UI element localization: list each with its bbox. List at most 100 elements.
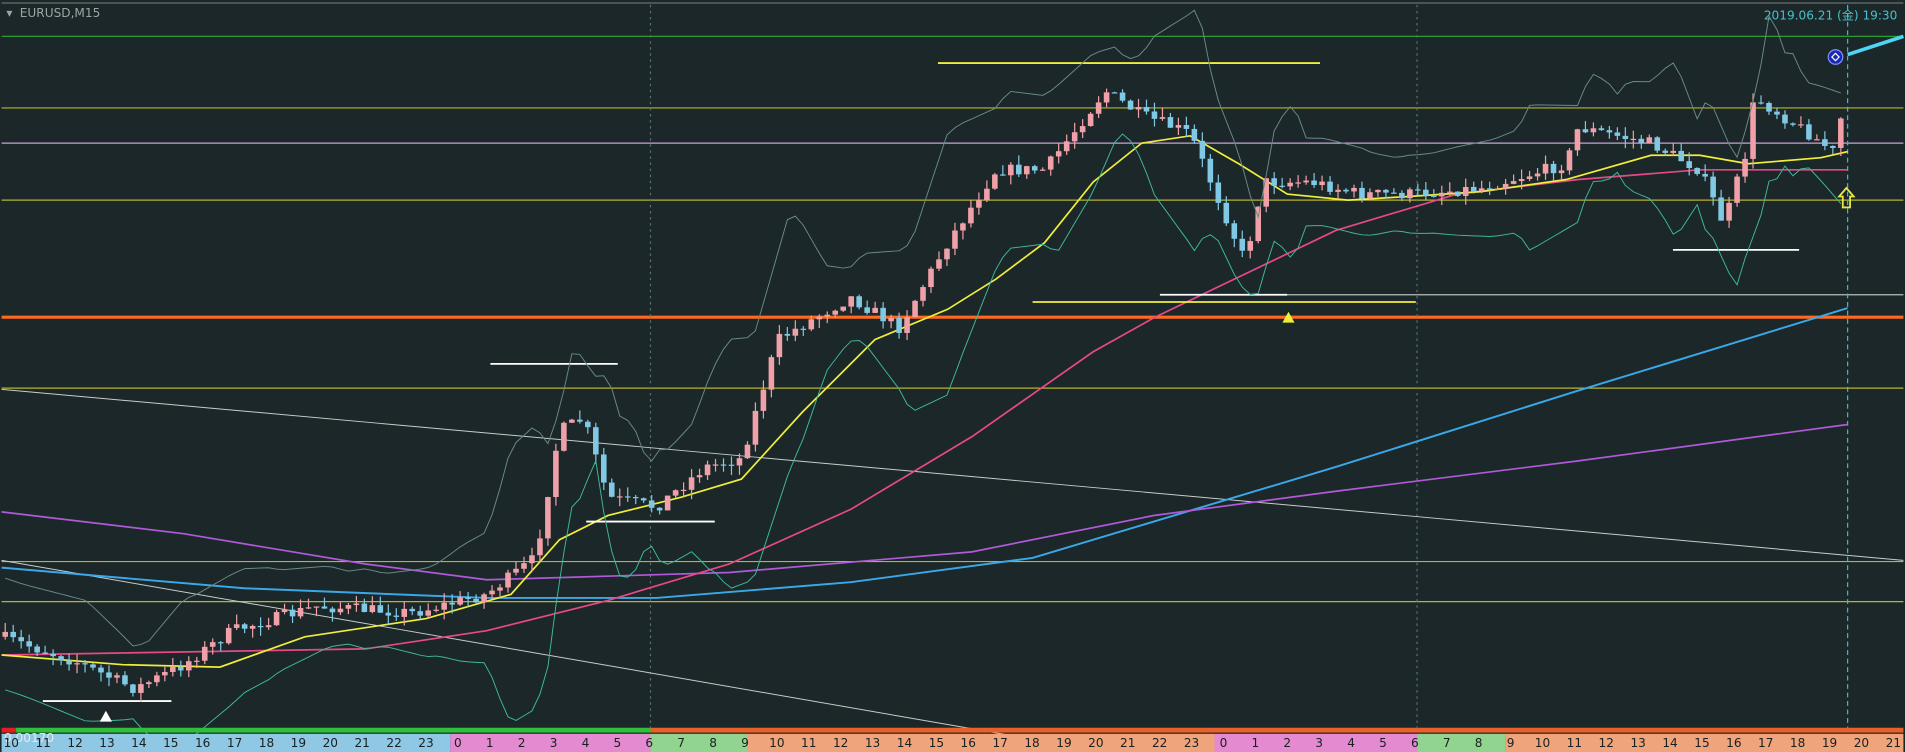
candle-body: [1782, 114, 1788, 124]
candle-body: [1494, 188, 1501, 191]
candle-body: [1806, 124, 1812, 140]
candle-body: [920, 287, 926, 301]
candle-body: [361, 603, 368, 613]
candle-body: [1391, 192, 1397, 194]
candle-body: [800, 328, 807, 330]
candle-body: [1127, 100, 1134, 110]
candle-body: [1111, 92, 1118, 94]
candle-body: [1008, 164, 1014, 176]
candle-body: [792, 328, 799, 336]
time-label: 4: [582, 736, 590, 750]
candle-body: [561, 422, 567, 451]
moving-average: [1, 134, 1848, 668]
session-strip: [1, 727, 17, 733]
candle-body: [289, 609, 296, 617]
candle-body: [1814, 139, 1820, 141]
candle-body: [808, 319, 815, 330]
candle-body: [776, 333, 783, 358]
candle-body: [1822, 139, 1828, 146]
candle-body: [1199, 140, 1206, 159]
candle-body: [936, 259, 942, 269]
candle-body: [569, 419, 575, 423]
candle-body: [1031, 166, 1038, 171]
candle-body: [178, 666, 184, 671]
candle-body: [1446, 191, 1453, 193]
candle-body: [1047, 156, 1054, 170]
candle-body: [34, 646, 40, 653]
candle-body: [824, 314, 831, 317]
candle-body: [401, 608, 408, 617]
candle-body: [273, 612, 280, 626]
session-band: [747, 733, 1215, 752]
candle-body: [1207, 158, 1214, 183]
candle-body: [162, 671, 168, 676]
candle-body: [601, 454, 607, 483]
collapse-icon[interactable]: ▾: [6, 6, 13, 20]
candles: [2, 9, 1844, 743]
candle-body: [1774, 111, 1780, 115]
candle-body: [1646, 137, 1653, 143]
candle-body: [1534, 173, 1541, 177]
candle-body: [1478, 188, 1485, 192]
time-label: 11: [801, 736, 816, 750]
candle-body: [1726, 202, 1732, 221]
price-label: 0.00170: [4, 731, 54, 745]
session-band: [1417, 733, 1506, 752]
moving-average: [1, 423, 1848, 581]
signal-icon-glyph: [1830, 52, 1840, 62]
candle-body: [1255, 206, 1262, 242]
bollinger-band: [5, 9, 1841, 647]
time-label: 11: [35, 736, 50, 750]
candle-body: [90, 664, 96, 668]
candle-body: [1000, 174, 1006, 176]
time-label: 19: [1822, 736, 1837, 750]
candle-body: [896, 317, 902, 333]
candle-body: [1023, 166, 1030, 175]
candle-body: [1327, 181, 1333, 192]
candle-body: [1518, 178, 1525, 182]
candle-body: [1295, 182, 1301, 184]
candle-body: [880, 307, 886, 322]
time-label: 12: [1599, 736, 1614, 750]
candle-body: [305, 607, 312, 609]
projection-line: [1847, 34, 1904, 57]
time-label: 1: [1252, 736, 1260, 750]
candle-body: [1766, 102, 1772, 112]
time-label: 20: [1854, 736, 1869, 750]
candle-body: [1614, 132, 1621, 136]
time-label: 19: [291, 736, 306, 750]
symbol-label: EURUSD,M15: [20, 6, 101, 20]
candle-body: [481, 594, 487, 603]
candle-body: [1279, 185, 1285, 187]
candle-body: [10, 631, 16, 638]
candle-body: [146, 682, 152, 685]
drawn-lines: [1, 4, 1904, 736]
candle-body: [696, 475, 703, 478]
candle-body: [26, 641, 32, 647]
time-label: 17: [992, 736, 1007, 750]
session-band: [1214, 733, 1418, 752]
time-label: 11: [1567, 736, 1582, 750]
candle-body: [1343, 189, 1349, 192]
time-label: 5: [614, 736, 622, 750]
candle-body: [912, 300, 918, 317]
candle-body: [393, 615, 400, 617]
candle-body: [976, 200, 982, 208]
time-label: 9: [741, 736, 749, 750]
time-label: 23: [418, 736, 433, 750]
time-label: 10: [769, 736, 784, 750]
candle-body: [1247, 241, 1254, 251]
candle-body: [1319, 181, 1325, 186]
candle-body: [1415, 189, 1421, 191]
candle-body: [952, 230, 958, 249]
candle-body: [106, 672, 112, 678]
candle-body: [185, 661, 192, 671]
candle-body: [984, 188, 990, 201]
candle-body: [848, 296, 854, 307]
candle-body: [1167, 117, 1174, 128]
candle-body: [1311, 180, 1317, 186]
candle-body: [241, 624, 248, 629]
candle-body: [353, 603, 360, 606]
candle-body: [672, 490, 679, 496]
candle-body: [1335, 189, 1341, 192]
